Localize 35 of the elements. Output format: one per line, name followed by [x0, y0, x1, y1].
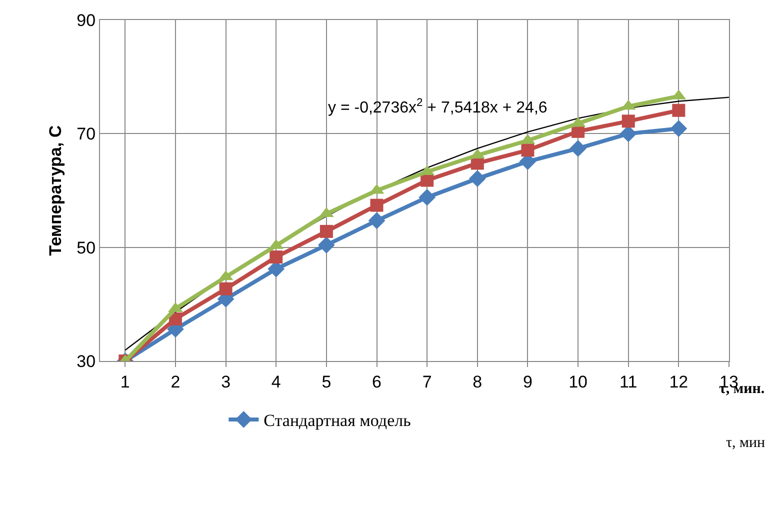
point: [570, 140, 586, 157]
x-tick-label: 8: [472, 372, 482, 392]
point: [670, 120, 688, 137]
x-tick-label: 6: [372, 372, 382, 392]
x-tick-label: 2: [170, 372, 180, 392]
point: [672, 104, 686, 117]
point: [270, 250, 283, 264]
point: [420, 174, 434, 187]
x-tick-label: 3: [221, 372, 231, 392]
text: τ, мин: [726, 435, 766, 451]
point: [368, 212, 386, 230]
point: [318, 236, 335, 254]
point: [370, 198, 384, 212]
point: [468, 170, 486, 188]
point: [320, 224, 333, 238]
y-tick-label: 50: [76, 238, 96, 258]
point: [418, 188, 436, 206]
x-tick-label: 7: [422, 372, 432, 392]
x-tick-label: 5: [322, 372, 332, 392]
legend-label: Стандартная модель: [264, 411, 412, 430]
point: [219, 282, 232, 296]
point: [168, 312, 182, 326]
x-tick-label: 1: [120, 372, 130, 392]
y-tick-label: 70: [76, 124, 96, 144]
y-axis-title: Температура, С: [46, 125, 66, 256]
x-tick-label: 10: [568, 372, 588, 392]
point: [521, 144, 534, 157]
x-tick-label: 12: [669, 372, 688, 392]
x-tick-label: 9: [522, 372, 532, 392]
y-tick-label: 30: [76, 352, 96, 371]
annotation: y = -0,2736x$^{2}$ + 7,5418x + 24,6: [328, 97, 548, 117]
point: [622, 114, 635, 128]
y-tick-label: 90: [76, 10, 96, 30]
x-tick-label: 4: [271, 372, 281, 392]
x-tick-label: 11: [620, 372, 638, 392]
